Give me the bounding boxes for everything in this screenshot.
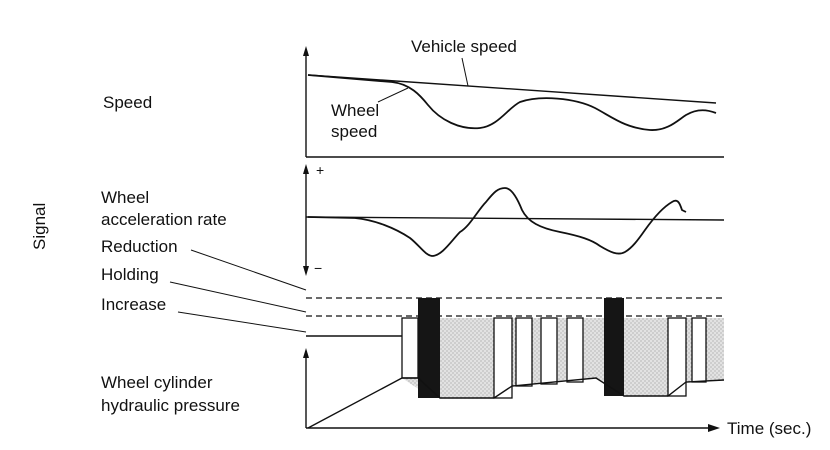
wheel-acceleration-curve [307, 187, 687, 257]
wheel-speed-curve [307, 74, 717, 131]
vehicle-speed-line [307, 74, 717, 104]
increase-leader [177, 311, 307, 333]
acceleration-panel [303, 164, 725, 276]
signal-axis-label: Signal [30, 202, 49, 250]
wheel-accel-label-line2: acceleration rate [101, 210, 227, 229]
speed-y-arrow [303, 46, 309, 56]
vehicle-speed-label: Vehicle speed [411, 37, 517, 56]
holding-pulse-5 [566, 317, 584, 383]
accel-y-arrow-up [303, 164, 309, 174]
accel-plus-sign: + [316, 162, 325, 178]
accel-zero-line [305, 216, 725, 221]
wheel-cylinder-label-line1: Wheel cylinder [101, 373, 213, 392]
holding-pulse-6 [667, 317, 687, 397]
holding-leader [169, 281, 307, 313]
holding-label: Holding [101, 265, 159, 284]
wheel-accel-label-line1: Wheel [101, 188, 150, 207]
time-axis-label: Time (sec.) [727, 419, 812, 438]
holding-pulse-2 [493, 317, 513, 399]
wheel-speed-label-line1: Wheel [331, 101, 380, 120]
vehicle-speed-leader [461, 57, 469, 87]
time-axis-arrow [708, 424, 720, 432]
holding-pulse-4 [540, 317, 558, 385]
reduction-pulse-2 [604, 298, 624, 396]
speed-label: Speed [103, 93, 153, 112]
holding-pulse-3 [515, 317, 533, 387]
reduction-pulse-1 [418, 298, 440, 398]
pressure-y-arrow [303, 348, 309, 358]
holding-pulse-1 [401, 317, 419, 379]
accel-y-arrow-down [303, 266, 309, 276]
pressure-curve [307, 377, 725, 429]
wheel-speed-leader [377, 87, 409, 103]
wheel-cylinder-label-line2: hydraulic pressure [101, 396, 240, 415]
increase-label: Increase [101, 295, 167, 314]
reduction-leader [190, 249, 307, 291]
reduction-label: Reduction [101, 237, 178, 256]
accel-minus-sign: − [314, 260, 323, 276]
holding-pulse-7 [691, 317, 707, 383]
speed-panel [303, 46, 724, 158]
pressure-shaded-area [402, 318, 724, 398]
pressure-panel [303, 298, 725, 432]
wheel-speed-label-line2: speed [331, 122, 378, 141]
